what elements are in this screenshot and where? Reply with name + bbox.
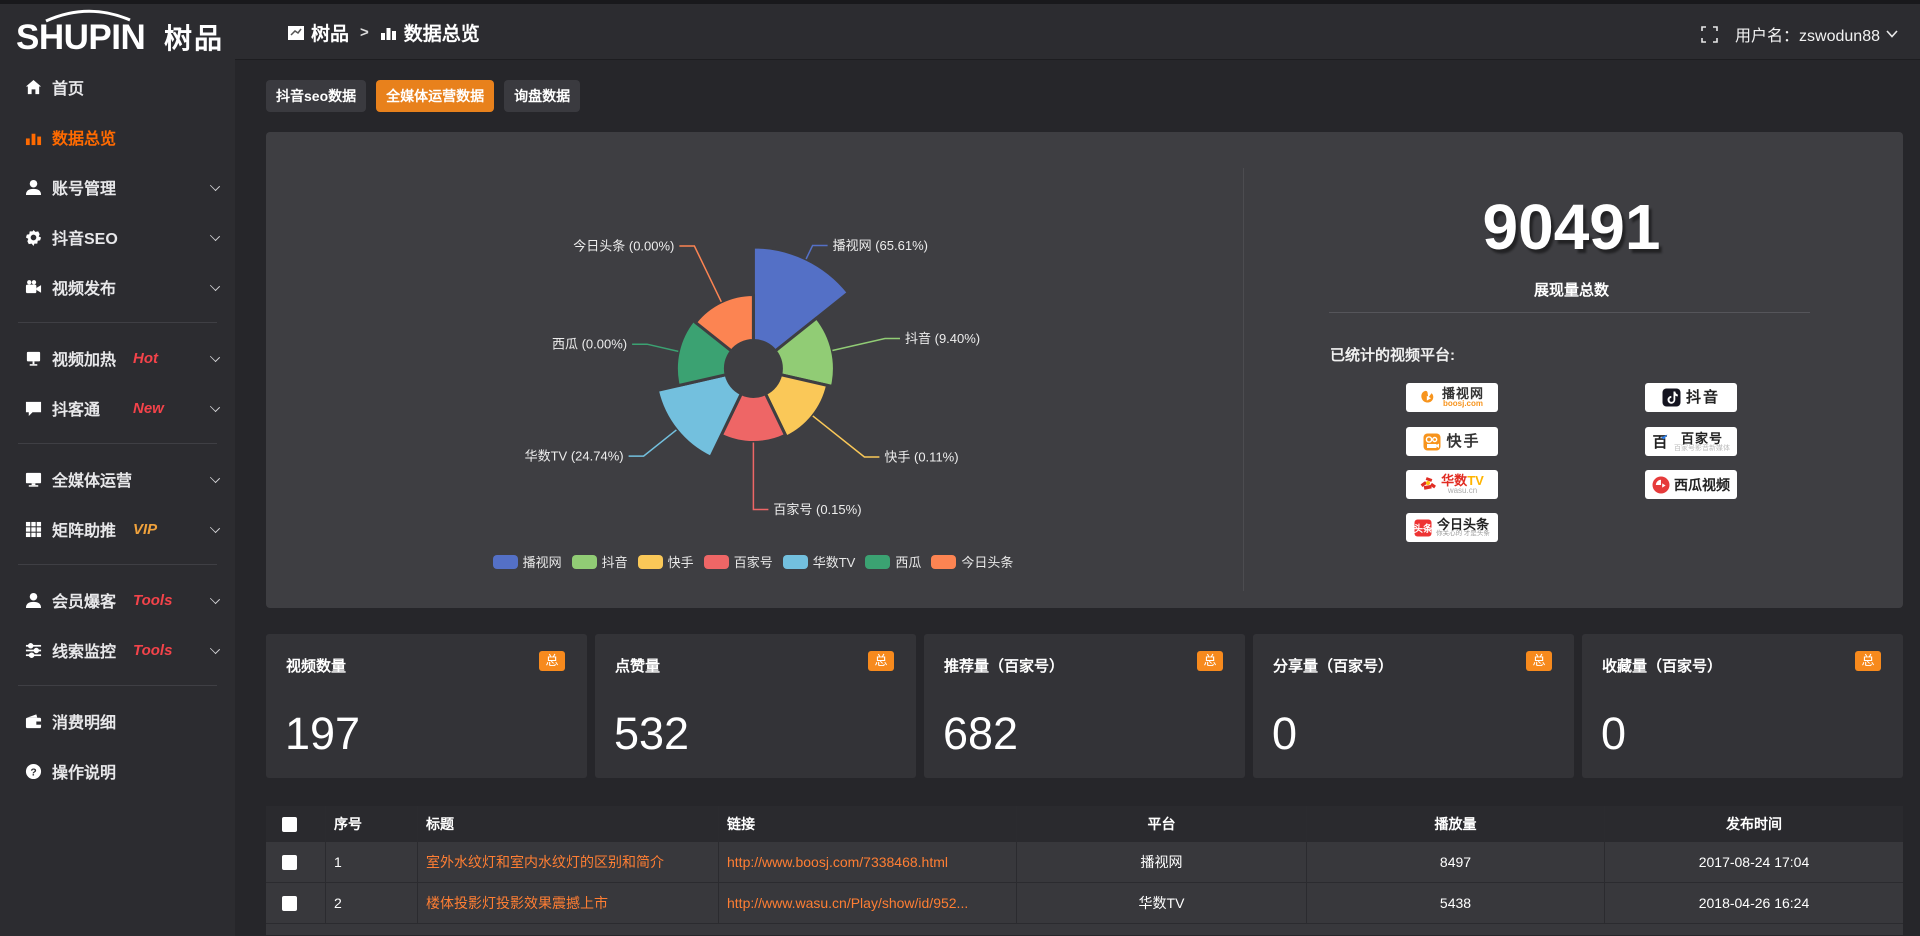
svg-text:头条: 头条 — [1414, 523, 1432, 534]
svg-text:?: ? — [30, 767, 36, 778]
svg-text:百家号 (0.15%): 百家号 (0.15%) — [773, 502, 861, 517]
svg-text:今日头条 (0.00%): 今日头条 (0.00%) — [573, 239, 674, 254]
svg-text:SHUPIN: SHUPIN — [16, 18, 145, 57]
svg-text:抖音 (9.40%): 抖音 (9.40%) — [905, 331, 980, 346]
svg-text:快手 (0.11%): 快手 (0.11%) — [884, 450, 958, 465]
svg-text:播视网 (65.61%): 播视网 (65.61%) — [833, 238, 928, 253]
svg-text:华数TV (24.74%): 华数TV (24.74%) — [525, 449, 624, 464]
svg-text:树品: 树品 — [164, 23, 224, 54]
svg-text:西瓜 (0.00%): 西瓜 (0.00%) — [552, 337, 627, 352]
